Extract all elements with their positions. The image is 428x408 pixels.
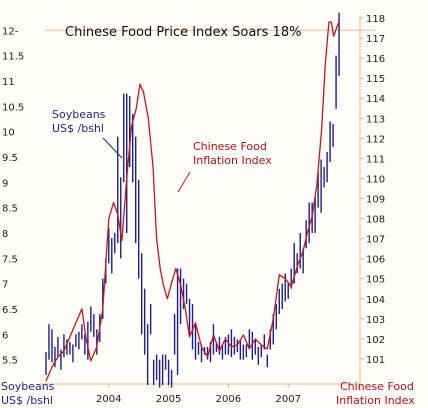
- right-tick-label: 115: [366, 74, 385, 85]
- left-tick-label: 5.5: [2, 356, 18, 367]
- right-tick-label: 106: [366, 255, 385, 266]
- x-tick-label: 2005: [156, 394, 181, 405]
- right-tick-label: 113: [366, 114, 385, 125]
- right-axis-label-line2: Inflation Index: [336, 394, 415, 407]
- left-tick-label: 6.5: [2, 305, 18, 316]
- right-tick-label: 104: [366, 295, 385, 306]
- soybeans-annotation-line1: Soybeans: [52, 108, 106, 121]
- right-axis-ticks: 101 102 103 104 105 106 107 108 109 110 111 112 113 1…: [360, 14, 385, 366]
- left-axis-label-line1: Soybeans: [1, 380, 55, 393]
- right-tick-label: 110: [366, 174, 385, 185]
- left-tick-label: 9: [2, 178, 8, 189]
- x-axis-ticks: 2004 2005 2006 2007: [96, 384, 301, 405]
- left-tick-label: 8.5: [2, 204, 18, 215]
- left-axis-ticks: 5.5 6 6.5 7 7.5 8 8.5 9 9.5 10 10.5 11 11.5 12-: [2, 26, 24, 366]
- left-tick-label: 6: [2, 330, 8, 341]
- left-tick-label: 12-: [2, 26, 19, 37]
- left-tick-label: 8: [2, 229, 8, 240]
- right-tick-label: 108: [366, 215, 385, 226]
- right-axis-label-line1: Chinese Food: [340, 380, 414, 393]
- left-tick-label: 7.5: [2, 254, 18, 265]
- x-tick-label: 2006: [216, 394, 241, 405]
- right-tick-label: 103: [366, 315, 385, 326]
- x-tick-label: 2004: [96, 394, 121, 405]
- right-tick-label: 112: [366, 134, 385, 145]
- left-tick-label: 7: [2, 280, 8, 291]
- right-tick-label: 116: [366, 54, 385, 65]
- right-tick-label: 102: [366, 335, 385, 346]
- right-tick-label: 117: [366, 34, 385, 45]
- left-tick-label: 11: [2, 77, 15, 88]
- left-tick-label: 10.5: [2, 102, 24, 113]
- food-annotation-line2: Inflation Index: [193, 154, 272, 167]
- left-tick-label: 11.5: [2, 52, 24, 63]
- food-pointer: [177, 171, 191, 193]
- right-tick-label: 109: [366, 195, 385, 206]
- soybeans-pointer: [102, 137, 123, 159]
- food-index-line: [45, 19, 341, 382]
- right-tick-label: 114: [366, 94, 385, 105]
- right-tick-label: 111: [366, 154, 385, 165]
- right-tick-label: 107: [366, 235, 385, 246]
- food-annotation-line1: Chinese Food: [193, 140, 267, 153]
- chart-title: Chinese Food Price Index Soars 18%: [65, 25, 301, 40]
- right-tick-label: 105: [366, 275, 385, 286]
- soybeans-annotation-line2: US$ /bshl: [52, 122, 104, 135]
- right-tick-label: 118: [366, 14, 385, 25]
- x-tick-label: 2007: [275, 394, 300, 405]
- right-tick-label: 101: [366, 355, 385, 366]
- food-index-series: [45, 19, 341, 382]
- left-tick-label: 9.5: [2, 153, 18, 164]
- left-tick-label: 10: [2, 128, 15, 139]
- left-axis-label-line2: US$ /bshl: [1, 394, 53, 407]
